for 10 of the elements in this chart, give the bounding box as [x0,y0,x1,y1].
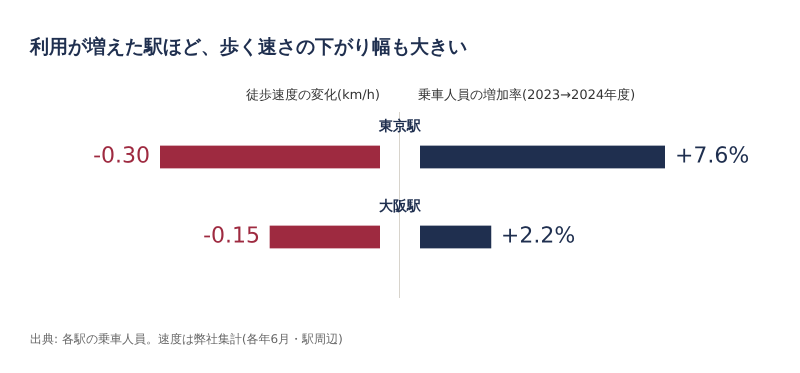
x-axis-title: 乗車人員の増加率(2023→2024年度) [418,86,636,104]
data-label: +2.2% [500,224,576,249]
source-note: 出典: 各駅の乗車人員。速度は弊社集計(各年6月・駅周辺) [30,331,343,348]
data-label: -0.30 [93,144,150,169]
chart-title: 利用が増えた駅ほど、歩く速さの下がり幅も大きい [30,35,467,60]
data-label: -0.15 [203,224,260,249]
x-axis-title: 徒歩速度の変化(km/h) [246,87,380,104]
y-tick-label: 大阪駅 [379,198,422,215]
y-tick-label: 東京駅 [378,118,422,135]
data-label: +7.6% [675,144,750,169]
